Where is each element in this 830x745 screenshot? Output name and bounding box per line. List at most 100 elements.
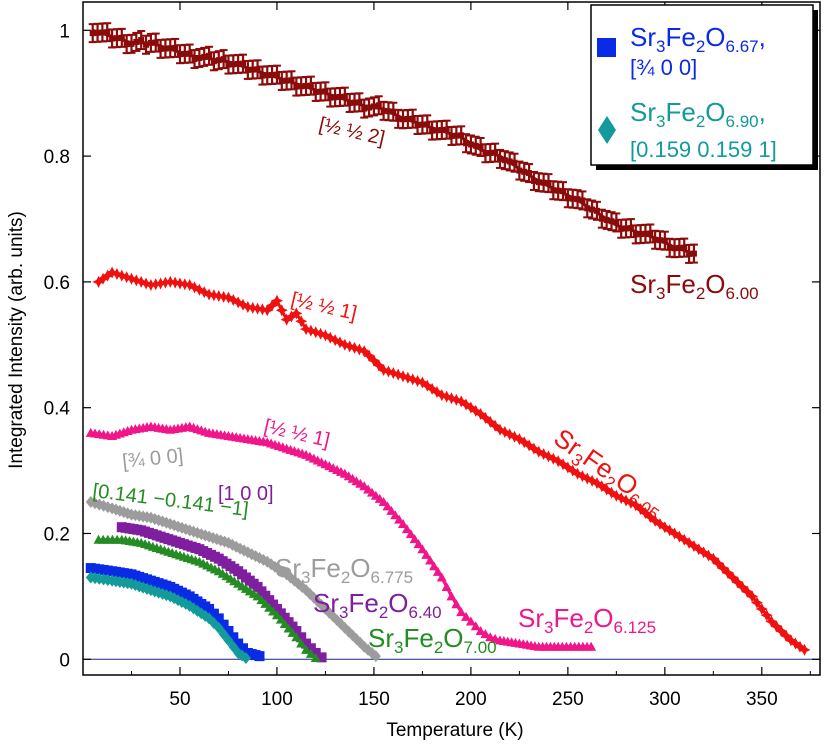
data-point [552,455,565,468]
data-point [433,127,440,134]
data-point [351,99,358,106]
data-point [513,433,526,446]
data-point [421,549,432,559]
data-point [92,275,105,288]
data-point [726,571,739,584]
data-point [637,231,644,238]
data-point [484,415,497,428]
data-point [361,105,368,112]
data-point [104,29,111,36]
data-point [413,539,424,549]
data-point [324,331,337,344]
data-point [312,88,319,95]
data-point [169,276,182,289]
data-point [652,236,659,243]
data-point [113,35,120,42]
data-point [455,395,468,408]
data-point [550,187,557,194]
data-point [798,643,811,656]
data-point [298,83,305,90]
data-point [731,576,744,589]
data-point [663,524,676,537]
data-point [498,426,511,439]
data-point [438,126,445,133]
data-point [404,115,411,122]
data-point [681,244,688,251]
data-point [353,343,366,356]
legend-entry-1-reflection: [¾ 0 0] [630,55,697,80]
data-point [332,94,339,101]
data-point [89,30,96,37]
data-point [717,562,730,575]
data-point [456,607,467,617]
data-point [314,327,327,340]
x-ticks: 50 100 150 200 250 300 350 [130,2,811,710]
data-point [405,529,416,539]
label-600: Sr3Fe2O6.00 [630,269,759,303]
legend-marker-diamond-icon [598,116,616,144]
data-point [793,640,806,653]
data-point [401,371,414,384]
data-point [401,524,412,534]
x-tick-label: 50 [169,689,190,710]
x-tick-label: 250 [552,689,584,710]
data-point [639,507,652,520]
data-point [273,71,280,78]
data-point [430,385,443,398]
data-point [375,102,382,109]
data-point [721,566,734,579]
data-point [560,188,567,195]
data-point [600,483,613,496]
data-point [642,230,649,237]
data-point [472,142,479,149]
series-Sr3Fe2O6.775 [85,496,381,663]
data-point [417,544,428,554]
data-point [406,373,419,386]
data-point [535,179,542,186]
data-point [518,436,531,449]
data-point [207,289,220,302]
x-axis-title: Temperature (K) [386,720,523,741]
data-point [475,625,486,635]
data-point [527,442,540,455]
data-point [506,158,513,165]
data-point [623,225,630,232]
data-point [232,296,245,309]
data-point [409,115,416,122]
data-point [125,272,138,285]
data-point [279,619,290,629]
data-point [140,277,153,290]
y-tick-label: 0 [59,650,70,671]
data-point [183,279,196,292]
data-point [303,82,310,89]
legend-entry-2-reflection: [0.159 0.159 1] [630,137,777,162]
legend: Sr3Fe2O6.67, [¾ 0 0] Sr3Fe2O6.90, [0.159… [590,4,818,170]
data-point [386,505,397,515]
data-point [304,324,317,337]
data-point [649,514,662,527]
data-point [770,620,783,633]
data-point [598,215,605,222]
data-point [220,56,227,63]
data-point [123,41,130,48]
data-point [398,519,409,529]
data-point [110,268,123,281]
data-point [310,653,321,663]
data-point [382,365,395,378]
data-point [198,286,211,299]
data-point [474,407,487,420]
data-point [627,225,634,232]
data-point [492,149,499,156]
legend-entry-2-formula: Sr3Fe2O6.90, [630,97,766,131]
y-tick-label: 0.4 [44,399,71,420]
y-tick-label: 0.6 [44,273,70,294]
data-point [147,39,154,46]
data-point [244,66,251,73]
data-point [547,452,560,465]
data-point [605,486,618,499]
series-Sr3Fe2O6.125 [85,421,597,651]
data-point [109,35,116,42]
data-point [377,363,390,376]
data-point [395,115,402,122]
data-point [450,393,463,406]
